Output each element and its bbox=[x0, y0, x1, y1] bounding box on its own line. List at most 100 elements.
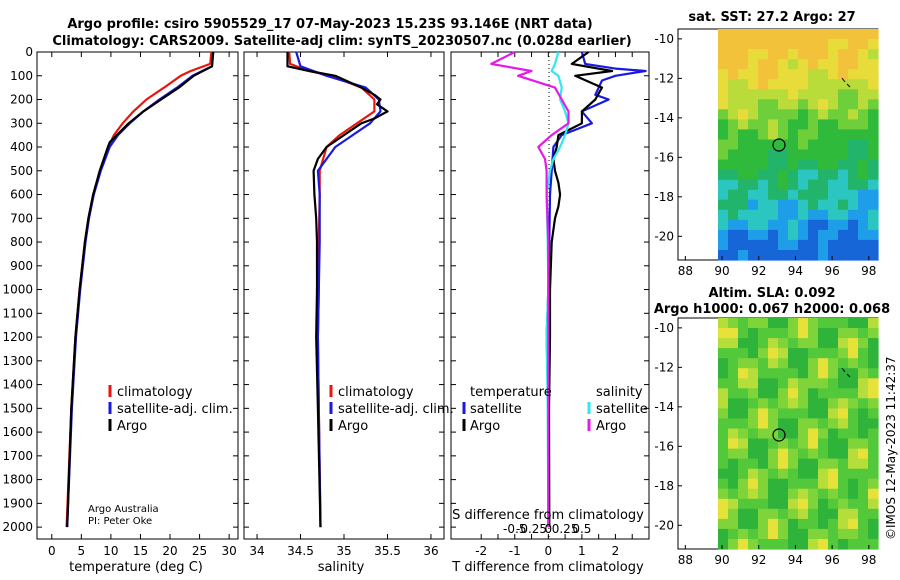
map-cell bbox=[758, 458, 769, 470]
map-cell bbox=[738, 498, 749, 510]
map-cell bbox=[728, 448, 739, 460]
map-cell bbox=[808, 129, 819, 140]
map-cell bbox=[798, 338, 809, 349]
series-line bbox=[295, 51, 382, 528]
temperature-panel: 0 5 10 15 20 25 300100200300400500600700800900… bbox=[2, 45, 239, 575]
map-cell bbox=[728, 388, 739, 399]
map-cell bbox=[728, 59, 739, 70]
map-cell bbox=[748, 149, 759, 161]
map-cell bbox=[818, 29, 829, 40]
map-cell bbox=[778, 139, 789, 151]
map-cell bbox=[788, 109, 799, 120]
map-cell bbox=[758, 528, 769, 540]
map-cell bbox=[718, 388, 729, 399]
map-cell bbox=[778, 328, 789, 339]
sla-map-title-line1: Altim. SLA: 0.092 bbox=[709, 286, 836, 301]
map-cell bbox=[848, 49, 859, 60]
map-cell bbox=[768, 109, 779, 120]
map-cell bbox=[778, 250, 789, 261]
map-cell bbox=[868, 139, 879, 151]
figure-title-line2: Climatology: CARS2009. Satellite-adj cli… bbox=[52, 34, 631, 49]
map-cell bbox=[798, 250, 809, 261]
map-cell bbox=[768, 79, 779, 90]
map-cell bbox=[838, 478, 849, 490]
map-cell bbox=[748, 539, 759, 550]
map-cell bbox=[848, 139, 859, 151]
map-cell bbox=[798, 179, 809, 191]
map-cell bbox=[858, 508, 869, 520]
map-cell bbox=[738, 69, 749, 80]
map-cell bbox=[798, 29, 809, 40]
map-cell bbox=[748, 488, 759, 500]
map-cell bbox=[748, 89, 759, 100]
map-cell bbox=[838, 109, 849, 120]
map-cell bbox=[858, 109, 869, 120]
map-cell bbox=[758, 368, 769, 379]
map-cell bbox=[788, 398, 799, 409]
map-cell bbox=[718, 448, 729, 460]
map-cell bbox=[848, 348, 859, 359]
map-cell bbox=[828, 89, 839, 100]
map-cell bbox=[858, 438, 869, 450]
map-cell bbox=[808, 189, 819, 201]
map-cell bbox=[858, 29, 869, 40]
map-cell bbox=[828, 488, 839, 500]
map-cell bbox=[798, 318, 809, 329]
map-cell bbox=[798, 478, 809, 490]
map-cell bbox=[788, 448, 799, 460]
map-cell bbox=[808, 328, 819, 339]
map-cell bbox=[808, 478, 819, 490]
series-line bbox=[66, 51, 215, 528]
map-cell bbox=[718, 498, 729, 510]
map-cell bbox=[718, 179, 729, 191]
map-cell bbox=[868, 169, 879, 181]
salinity-panel: 34 34.5 35 35.5 36 salinity climatology sate… bbox=[243, 51, 454, 575]
map-cell bbox=[868, 539, 879, 550]
map-cell bbox=[768, 458, 779, 470]
map-cell bbox=[718, 539, 729, 550]
map-cell bbox=[758, 468, 769, 480]
map-cell bbox=[738, 89, 749, 100]
map-cell bbox=[738, 179, 749, 191]
map-cell bbox=[788, 478, 799, 490]
map-cell bbox=[768, 418, 779, 429]
map-cell bbox=[728, 338, 739, 349]
map-cell bbox=[818, 250, 829, 261]
map-cell bbox=[858, 338, 869, 349]
map-cell bbox=[718, 199, 729, 211]
map-cell bbox=[838, 119, 849, 130]
map-cell bbox=[778, 159, 789, 171]
map-cell bbox=[768, 149, 779, 161]
map-cell bbox=[838, 428, 849, 440]
map-cell bbox=[748, 209, 759, 221]
map-x-tick-label: 98 bbox=[861, 553, 876, 567]
map-cell bbox=[788, 378, 799, 389]
y-tick-label: 1400 bbox=[2, 378, 33, 392]
map-cell bbox=[828, 69, 839, 80]
map-cell bbox=[748, 498, 759, 510]
map-cell bbox=[848, 69, 859, 80]
map-cell bbox=[838, 69, 849, 80]
map-cell bbox=[868, 209, 879, 221]
map-cell bbox=[798, 79, 809, 90]
map-cell bbox=[728, 239, 739, 251]
map-cell bbox=[718, 458, 729, 470]
map-cell bbox=[808, 388, 819, 399]
map-cell bbox=[778, 119, 789, 130]
temperature-axes-frame bbox=[36, 51, 239, 540]
map-cell bbox=[858, 159, 869, 171]
map-cell bbox=[828, 348, 839, 359]
map-cell bbox=[818, 458, 829, 470]
map-cell bbox=[748, 468, 759, 480]
map-cell bbox=[798, 129, 809, 140]
map-cell bbox=[868, 49, 879, 60]
map-cell bbox=[768, 328, 779, 339]
map-cell bbox=[808, 229, 819, 241]
map-cell bbox=[748, 119, 759, 130]
salinity-lines bbox=[286, 51, 389, 528]
map-cell bbox=[758, 378, 769, 389]
map-cell bbox=[868, 109, 879, 120]
map-cell bbox=[838, 169, 849, 181]
map-cell bbox=[718, 99, 729, 110]
map-cell bbox=[728, 29, 739, 40]
